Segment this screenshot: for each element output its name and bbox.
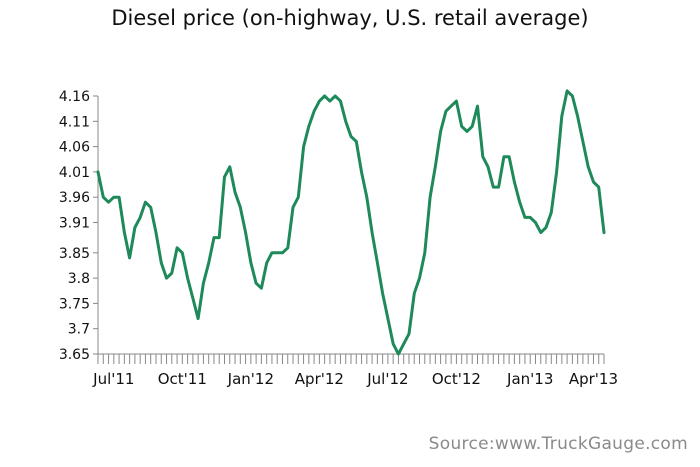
x-tick-label: Jan'12 [227,370,274,388]
y-tick-label: 3.7 [68,322,90,338]
series-line [96,89,606,356]
y-tick-label: 4.06 [59,140,90,156]
y-tick-label: 3.75 [59,296,90,312]
y-tick-label: 3.65 [59,347,90,363]
y-tick-label: 4.16 [59,89,90,105]
x-tick-label: Oct'11 [158,370,207,388]
series-group [96,89,606,356]
x-tick-label: Jul'11 [92,370,134,388]
x-axis-minor-ticks [97,354,605,364]
y-tick-label: 4.11 [59,114,90,130]
y-tick-label: 3.85 [59,246,90,262]
chart-title: Diesel price (on-highway, U.S. retail av… [111,6,589,30]
source-credit: Source:www.TruckGauge.com [428,434,688,454]
y-tick-label: 3.91 [59,215,90,231]
x-tick-label: Oct'12 [432,370,481,388]
x-tick-label: Jan'13 [506,370,553,388]
x-axis-ticks: Jul'11 Oct'11 Jan'12 Apr'12 Jul'12 Oct'12 Jan'… [92,370,618,388]
y-tick-label: 4.01 [59,165,90,181]
y-tick-label: 3.96 [59,190,90,206]
y-axis-ticks: 4.16 4.11 4.06 4.01 3.96 3.91 3.85 3.8 3.75 3.7 3.… [59,89,98,363]
x-tick-label: Apr'13 [569,370,618,388]
x-tick-label: Jul'12 [366,370,408,388]
y-tick-label: 3.8 [68,271,90,287]
x-tick-label: Apr'12 [295,370,344,388]
